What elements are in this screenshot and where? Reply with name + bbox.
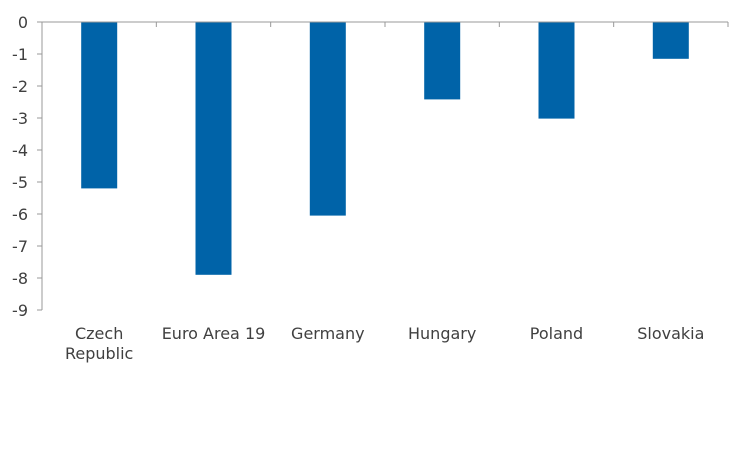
y-tick-label: -5: [12, 173, 28, 192]
category-label-line: Germany: [291, 324, 365, 343]
bar-poland: [538, 22, 575, 119]
y-tick-label: -6: [12, 205, 28, 224]
bar-czech-republic: [81, 22, 118, 189]
category-label-line: Republic: [65, 344, 133, 363]
y-tick-label: 0: [18, 13, 28, 32]
category-label: Poland: [530, 324, 583, 343]
y-tick-label: -2: [12, 77, 28, 96]
bar-euro-area-19: [195, 22, 232, 275]
bar-hungary: [424, 22, 461, 100]
category-label-line: Poland: [530, 324, 583, 343]
y-tick-label: -8: [12, 269, 28, 288]
bar-germany: [309, 22, 346, 216]
bars-group: [81, 22, 689, 275]
bar-slovakia: [652, 22, 689, 59]
category-label: Czech Republic: [65, 324, 133, 363]
y-tick-label: -3: [12, 109, 28, 128]
category-label: Slovakia: [637, 324, 704, 343]
category-label-line: Czech: [75, 324, 123, 343]
y-tick-label: -1: [12, 45, 28, 64]
y-tick-label: -7: [12, 237, 28, 256]
y-axis: 0 -1 -2 -3 -4 -5 -6 -7 -8 -9: [12, 13, 43, 320]
category-label-line: Euro Area 19: [162, 324, 266, 343]
x-axis: Czech Republic Euro Area 19 Germany Hungary P…: [41, 21, 729, 363]
y-tick-label: -9: [12, 301, 28, 320]
category-label: Euro Area 19: [162, 324, 266, 343]
category-label-line: Hungary: [408, 324, 476, 343]
category-label: Hungary: [408, 324, 476, 343]
category-label: Germany: [291, 324, 365, 343]
category-label-line: Slovakia: [637, 324, 704, 343]
y-tick-label: -4: [12, 141, 28, 160]
